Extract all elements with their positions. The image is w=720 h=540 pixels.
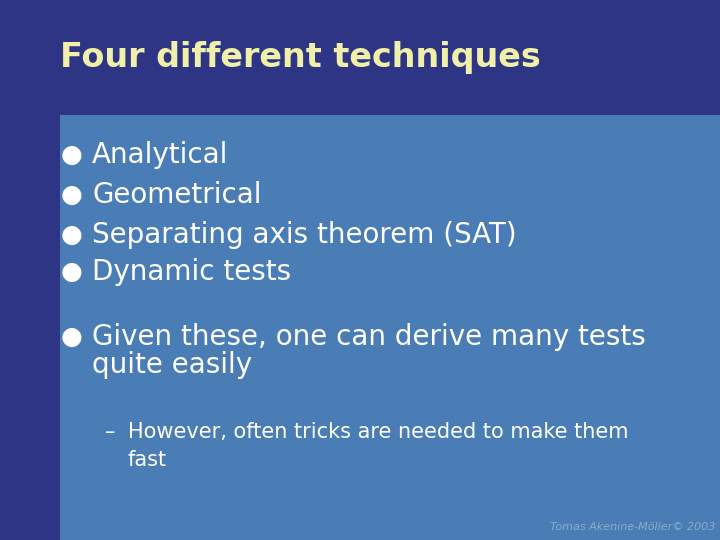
Text: Given these, one can derive many tests: Given these, one can derive many tests <box>92 323 646 351</box>
Text: Analytical: Analytical <box>92 141 228 169</box>
Bar <box>60 115 720 540</box>
Text: ●: ● <box>61 325 83 349</box>
Text: quite easily: quite easily <box>92 351 252 379</box>
Text: Separating axis theorem (SAT): Separating axis theorem (SAT) <box>92 221 517 249</box>
Text: Four different techniques: Four different techniques <box>60 42 541 75</box>
FancyBboxPatch shape <box>0 7 495 115</box>
Text: ●: ● <box>61 223 83 247</box>
Text: fast: fast <box>128 450 167 470</box>
Text: Tomas Akenine-Möller© 2003: Tomas Akenine-Möller© 2003 <box>549 522 715 532</box>
Text: ●: ● <box>61 183 83 207</box>
Text: However, often tricks are needed to make them: However, often tricks are needed to make… <box>128 422 629 442</box>
Text: Dynamic tests: Dynamic tests <box>92 258 291 286</box>
Text: –: – <box>105 422 115 442</box>
Text: ●: ● <box>61 143 83 167</box>
Text: Geometrical: Geometrical <box>92 181 261 209</box>
Text: ●: ● <box>61 260 83 284</box>
Bar <box>0 115 60 540</box>
